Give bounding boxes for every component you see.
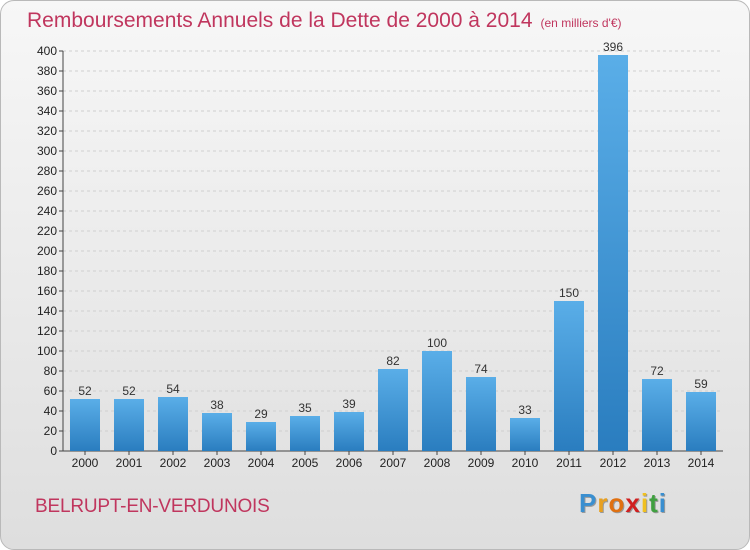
- value-label-2003: 38: [210, 398, 224, 412]
- y-tick-label: 400: [37, 44, 57, 58]
- y-tick-label: 280: [37, 164, 57, 178]
- bar-2011: [554, 301, 584, 451]
- y-tick-label: 40: [44, 404, 58, 418]
- value-label-2007: 82: [386, 354, 400, 368]
- bar-2007: [378, 369, 408, 451]
- value-label-2001: 52: [122, 384, 136, 398]
- y-tick-label: 360: [37, 84, 57, 98]
- logo-letter: P: [579, 488, 598, 518]
- value-label-2008: 100: [427, 336, 447, 350]
- bar-2006: [334, 412, 364, 451]
- logo-letter: r: [597, 488, 609, 518]
- x-tick-label: 2001: [116, 456, 143, 470]
- bar-2013: [642, 379, 672, 451]
- bar-layer: [70, 55, 716, 451]
- y-tick-label: 20: [44, 424, 58, 438]
- bar-2003: [202, 413, 232, 451]
- logo-letter: o: [608, 488, 626, 518]
- value-label-2004: 29: [254, 407, 268, 421]
- y-tick-label: 300: [37, 144, 57, 158]
- y-tick-label: 320: [37, 124, 57, 138]
- bar-2005: [290, 416, 320, 451]
- x-tick-label: 2010: [512, 456, 539, 470]
- value-label-2006: 39: [342, 397, 356, 411]
- value-label-2012: 396: [603, 40, 623, 54]
- x-tick-label: 2000: [72, 456, 99, 470]
- value-label-2014: 59: [694, 377, 708, 391]
- value-label-2009: 74: [474, 362, 488, 376]
- y-tick-label: 260: [37, 184, 57, 198]
- x-tick-label: 2008: [424, 456, 451, 470]
- y-tick-label: 120: [37, 324, 57, 338]
- bar-2010: [510, 418, 540, 451]
- x-tick-label: 2014: [688, 456, 715, 470]
- x-tick-label: 2013: [644, 456, 671, 470]
- bar-2008: [422, 351, 452, 451]
- bar-2000: [70, 399, 100, 451]
- bar-2002: [158, 397, 188, 451]
- logo-letter: x: [625, 488, 641, 518]
- logo-letter: i: [640, 488, 650, 518]
- x-tick-label: 2005: [292, 456, 319, 470]
- logo-letter: t: [649, 488, 659, 518]
- x-tick-label: 2012: [600, 456, 627, 470]
- chart-unit: (en milliers d'€): [540, 16, 622, 30]
- commune-name: BELRUPT-EN-VERDUNOIS: [35, 496, 270, 517]
- value-label-2002: 54: [166, 382, 180, 396]
- y-tick-label: 380: [37, 64, 57, 78]
- x-tick-label: 2002: [160, 456, 187, 470]
- x-tick-label: 2003: [204, 456, 231, 470]
- bar-2012: [598, 55, 628, 451]
- x-tick-label: 2009: [468, 456, 495, 470]
- chart-title: Remboursements Annuels de la Dette de 20…: [27, 9, 622, 33]
- value-label-2000: 52: [78, 384, 92, 398]
- y-tick-label: 240: [37, 204, 57, 218]
- bar-2004: [246, 422, 276, 451]
- y-tick-label: 0: [50, 444, 57, 458]
- y-tick-label: 200: [37, 244, 57, 258]
- proxiti-logo: Proxiti: [579, 488, 667, 519]
- bar-2001: [114, 399, 144, 451]
- axis-layer: 0 20 40 60 80 100 120 140 160 180 200 220 240 260 280 3…: [37, 44, 723, 470]
- y-tick-label: 160: [37, 284, 57, 298]
- y-tick-label: 100: [37, 344, 57, 358]
- y-tick-label: 220: [37, 224, 57, 238]
- value-label-2010: 33: [518, 403, 532, 417]
- y-tick-label: 180: [37, 264, 57, 278]
- y-tick-label: 340: [37, 104, 57, 118]
- y-tick-label: 60: [44, 384, 58, 398]
- chart-title-text: Remboursements Annuels de la Dette de 20…: [27, 9, 533, 32]
- value-label-2013: 72: [650, 364, 664, 378]
- x-tick-label: 2004: [248, 456, 275, 470]
- label-layer: 52 52 54 38 29 35 39 82 100 74 33 150 396 72 59: [78, 40, 708, 421]
- bar-2009: [466, 377, 496, 451]
- y-tick-label: 80: [44, 364, 58, 378]
- x-tick-label: 2006: [336, 456, 363, 470]
- y-tick-label: 140: [37, 304, 57, 318]
- value-label-2011: 150: [559, 286, 579, 300]
- x-tick-label: 2007: [380, 456, 407, 470]
- logo-letter: i: [658, 488, 667, 518]
- x-tick-label: 2011: [556, 456, 582, 470]
- bar-2014: [686, 392, 716, 451]
- value-label-2005: 35: [298, 401, 312, 415]
